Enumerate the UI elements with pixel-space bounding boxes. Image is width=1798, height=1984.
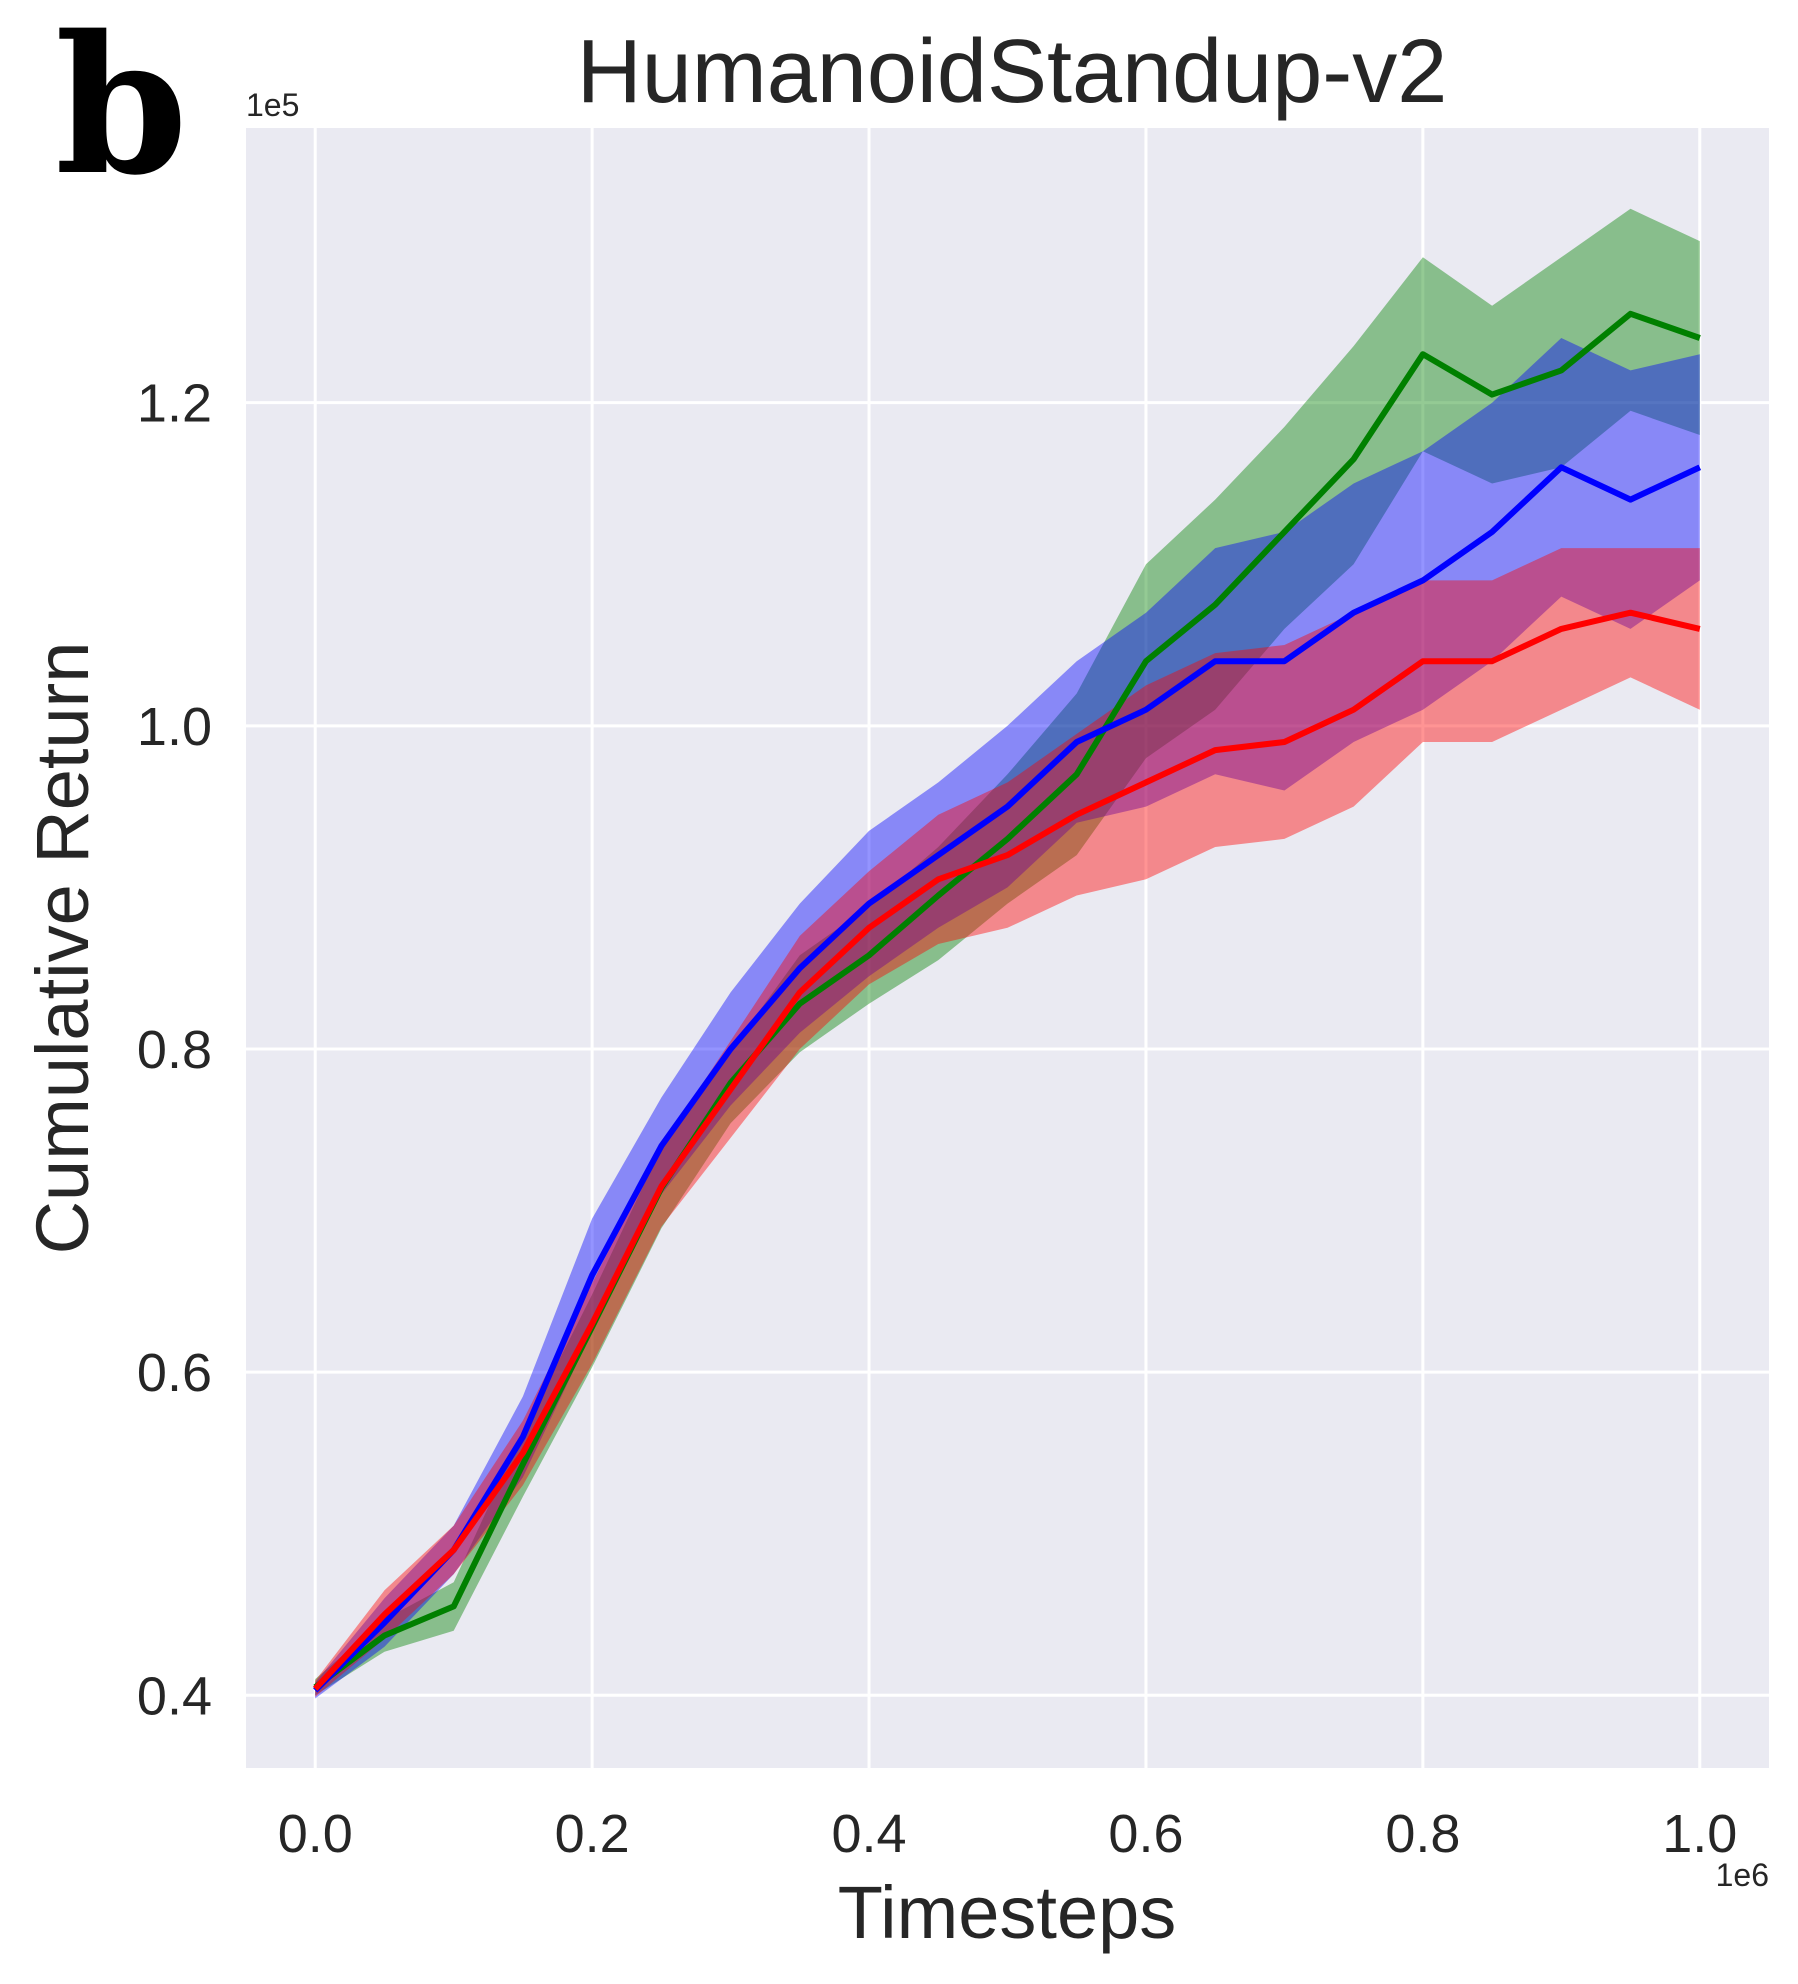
line-blue xyxy=(313,464,1702,1693)
line-red xyxy=(313,609,1701,1691)
confidence-bands xyxy=(315,208,1700,1699)
y-axis-label: Cumulative Return xyxy=(21,642,104,1255)
line-green xyxy=(313,310,1701,1690)
y-tick-label-2: 0.8 xyxy=(137,1020,212,1080)
band-green xyxy=(315,208,1700,1696)
y-tick-label-3: 1.0 xyxy=(137,697,212,757)
y-tick-label-4: 1.2 xyxy=(137,374,212,434)
x-axis-label: Timesteps xyxy=(838,1871,1177,1954)
chart-title: HumanoidStandup-v2 xyxy=(577,22,1448,122)
x-offset-label: 1e6 xyxy=(1716,1857,1769,1893)
y-tick-label-0: 0.4 xyxy=(137,1666,212,1726)
y-offset-label: 1e5 xyxy=(246,87,299,123)
x-axis-ticks: 0.0 0.2 0.4 0.6 0.8 1.0 xyxy=(278,1804,1738,1864)
series-lines xyxy=(313,310,1702,1693)
x-tick-label-4: 0.8 xyxy=(1385,1804,1460,1864)
y-axis-ticks: 0.4 0.6 0.8 1.0 1.2 xyxy=(137,374,212,1727)
y-tick-label-1: 0.6 xyxy=(137,1343,212,1403)
x-tick-label-0: 0.0 xyxy=(278,1804,353,1864)
x-tick-label-1: 0.2 xyxy=(555,1804,630,1864)
x-tick-label-2: 0.4 xyxy=(832,1804,907,1864)
band-red xyxy=(315,548,1700,1697)
panel-label: b xyxy=(55,0,188,217)
band-blue xyxy=(315,338,1700,1699)
x-tick-label-3: 0.6 xyxy=(1108,1804,1183,1864)
x-tick-label-5: 1.0 xyxy=(1662,1804,1737,1864)
grid xyxy=(246,128,1769,1768)
